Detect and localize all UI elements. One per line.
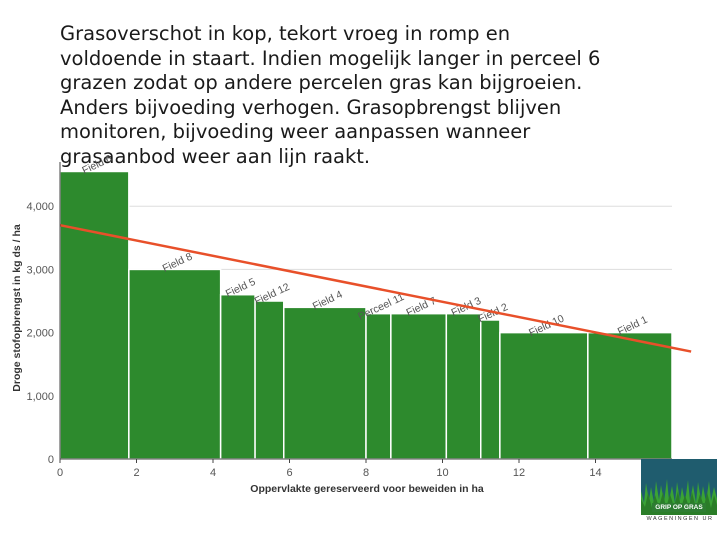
y-tick-label: 4,000 xyxy=(26,201,54,213)
x-tick-label: 2 xyxy=(133,467,139,479)
intro-line: monitoren, bijvoeding weer aanpassen wan… xyxy=(60,120,531,143)
bar xyxy=(283,306,367,460)
intro-text: Grasoverschot in kop, tekort vroeg in ro… xyxy=(60,22,710,169)
bar xyxy=(587,331,673,460)
bar xyxy=(254,300,285,460)
intro-line: grasaanbod weer aan lijn raakt. xyxy=(60,144,371,168)
trend-line xyxy=(59,223,692,353)
x-tick-label: 6 xyxy=(286,467,292,479)
intro-line: voldoende in staart. Indien mogelijk lan… xyxy=(60,46,601,70)
x-tick-label: 8 xyxy=(363,467,369,479)
y-axis-title: Droge stofopbrengst in kg ds / ha xyxy=(11,224,23,392)
x-axis-title: Oppervlakte gereserveerd voor beweiden i… xyxy=(250,483,484,495)
bar xyxy=(219,293,256,460)
y-tick-label: 3,000 xyxy=(26,264,54,276)
bar xyxy=(59,170,130,460)
bar xyxy=(445,312,482,460)
bar xyxy=(390,312,448,460)
y-tick-label: 2,000 xyxy=(26,328,54,340)
logo-text: GRIP OP GRAS xyxy=(652,503,706,512)
axes xyxy=(59,162,672,463)
y-tick-label: 0 xyxy=(48,454,54,466)
bar xyxy=(365,312,392,460)
y-tick-label: 1,000 xyxy=(26,391,54,403)
intro-line: grazen zodat op andere percelen gras kan… xyxy=(60,71,583,94)
trend-line-group xyxy=(59,223,692,353)
intro-line: Grasoverschot in kop, tekort vroeg in ro… xyxy=(60,22,511,45)
logo-org: WAGENINGEN UR xyxy=(646,516,714,522)
intro-line: Anders bijvoeding verhogen. Grasopbrengs… xyxy=(60,95,562,119)
bar xyxy=(499,331,589,460)
x-tick-label: 0 xyxy=(57,467,63,479)
x-tick-label: 10 xyxy=(436,467,448,479)
tick-labels: 0 1,000 2,000 3,000 4,000 0 2 4 6 8 10 12 14 xyxy=(26,201,601,479)
x-tick-label: 14 xyxy=(589,467,601,479)
logo-box: GRIP OP GRAS xyxy=(641,459,717,515)
grip-op-gras-logo: GRIP OP GRAS WAGENINGEN UR xyxy=(641,459,717,525)
bar xyxy=(480,319,501,460)
x-tick-label: 12 xyxy=(513,467,525,479)
bar xyxy=(128,268,222,460)
x-tick-label: 4 xyxy=(210,467,216,479)
